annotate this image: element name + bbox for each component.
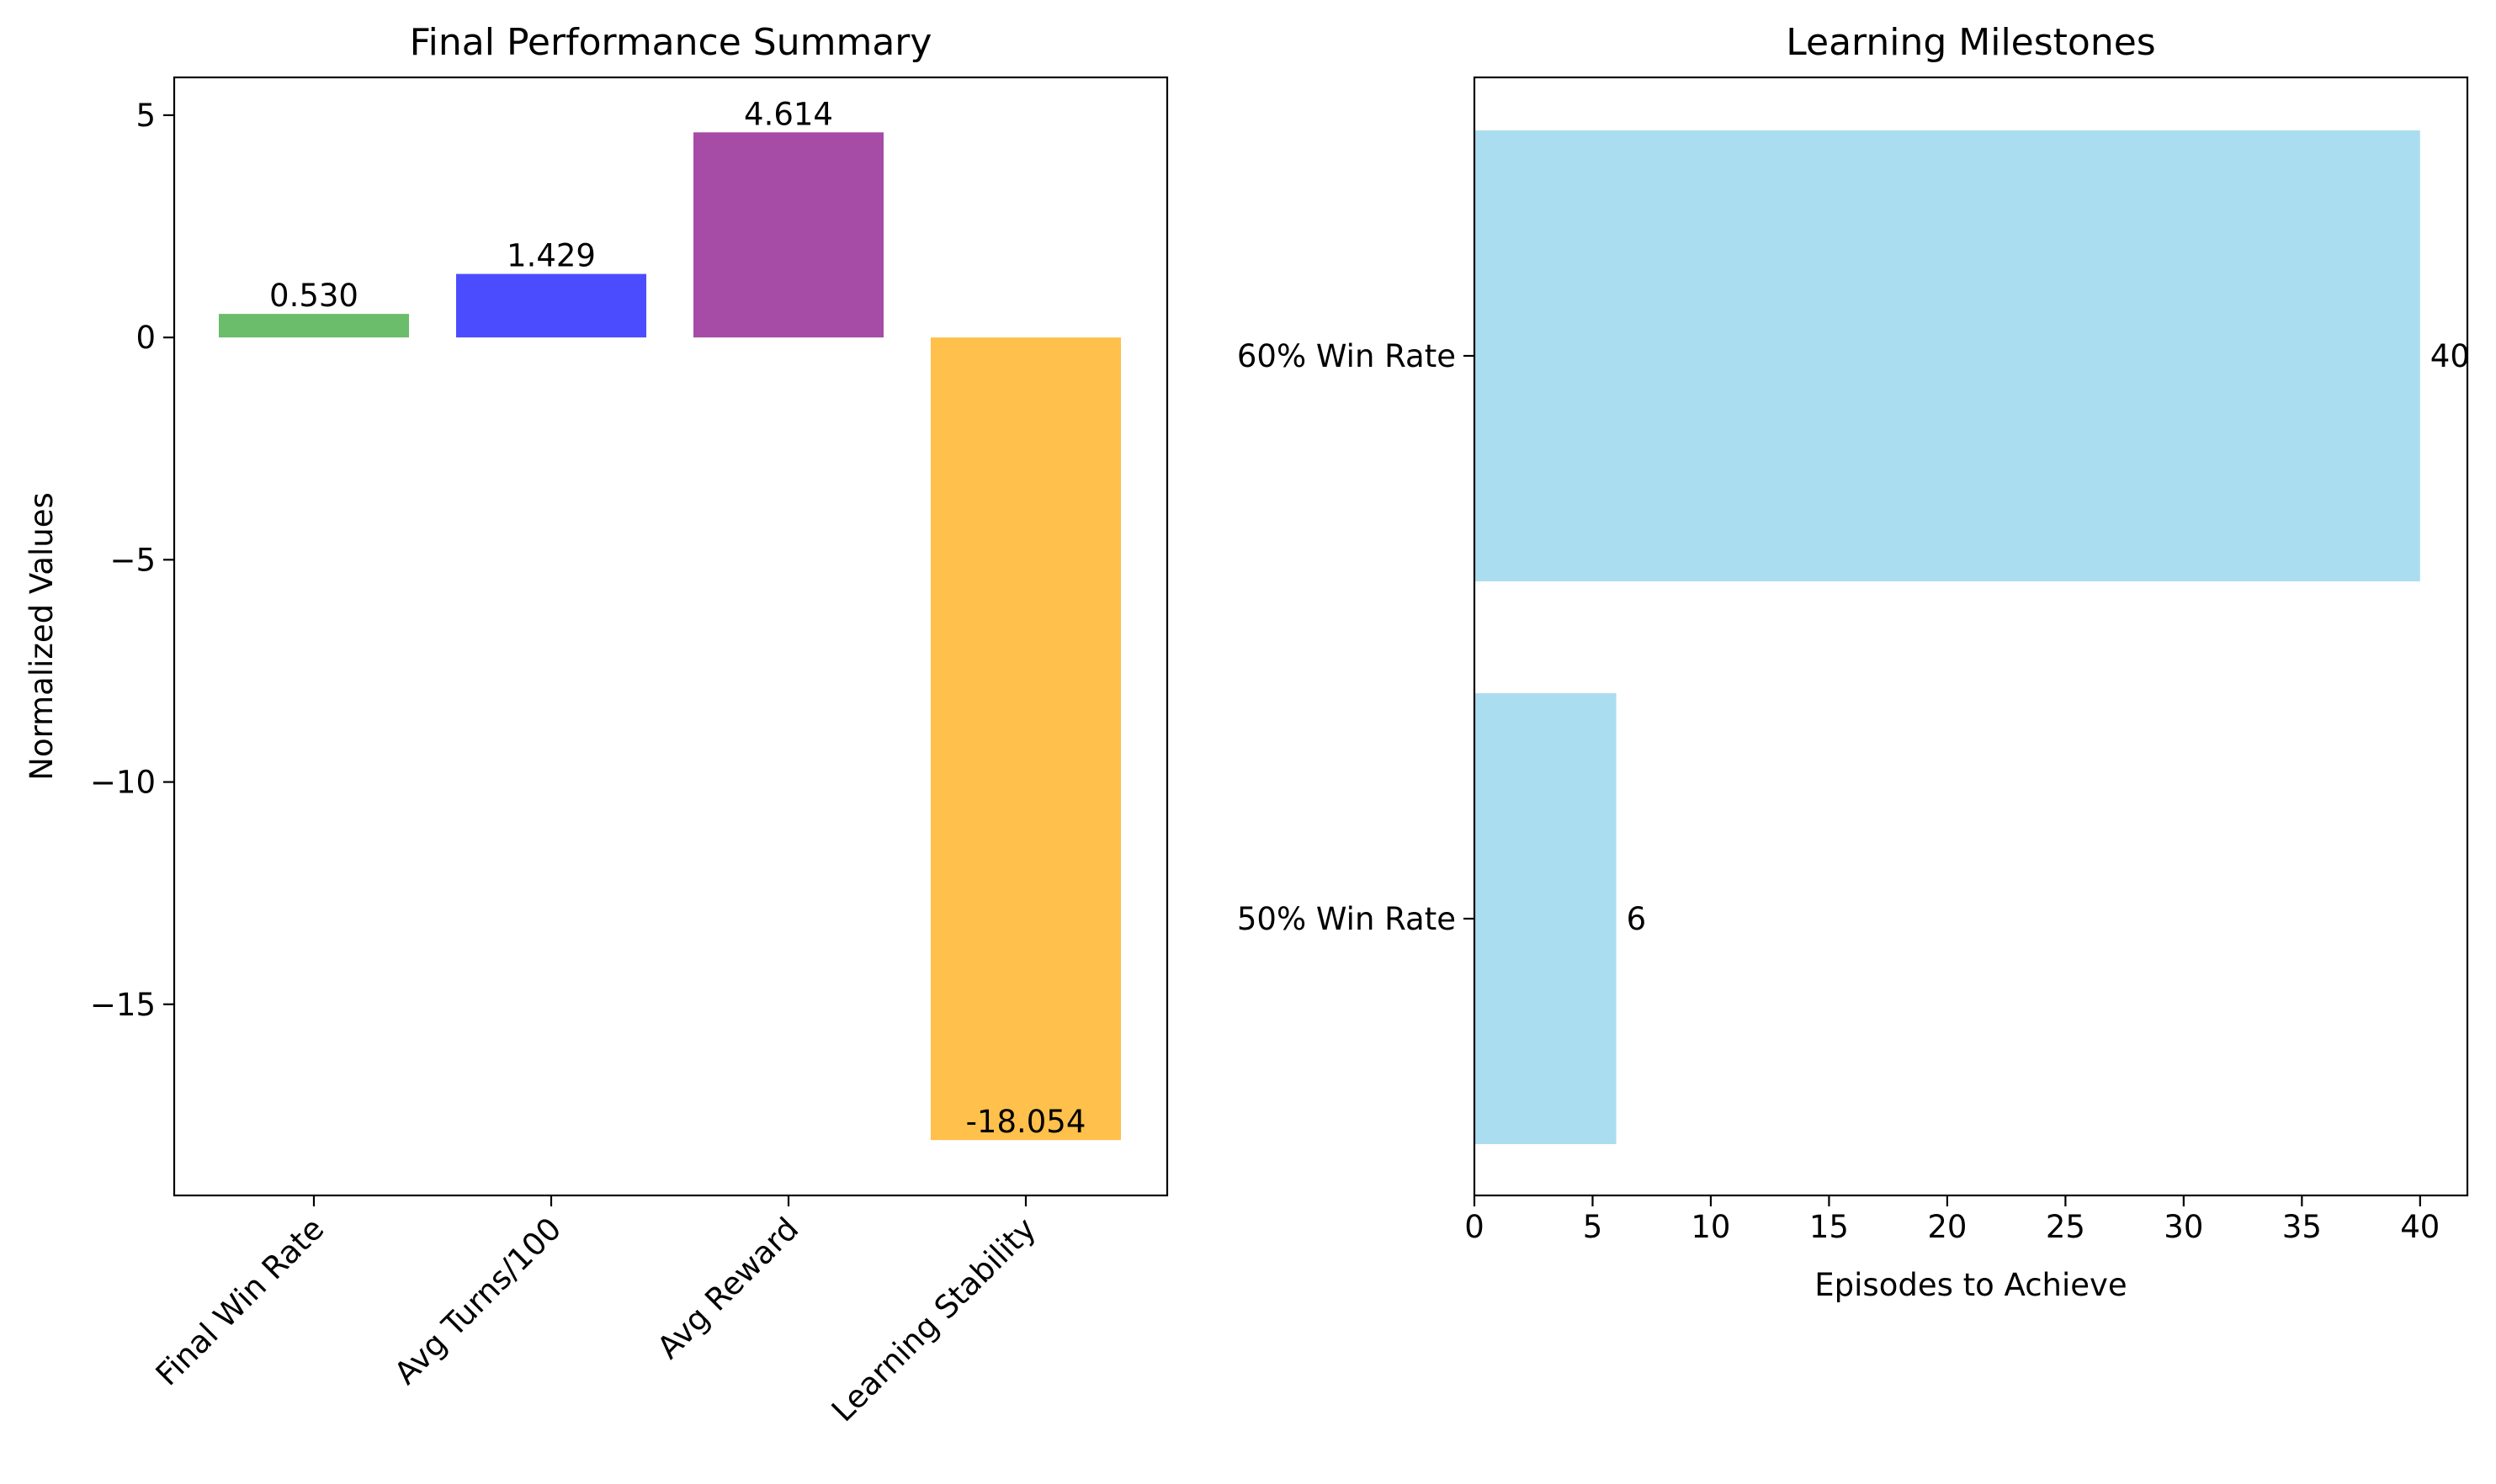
y-tick-label: −5 [109,542,156,578]
x-tick-label: 0 [1464,1209,1484,1245]
x-tick-label: 35 [2282,1209,2322,1245]
x-tick-label: 10 [1691,1209,1730,1245]
x-axis-label: Episodes to Achieve [1814,1267,2127,1303]
x-tick-label: 15 [1809,1209,1849,1245]
data-label: -18.054 [966,1104,1086,1140]
y-axis-label: Normalized Values [24,492,60,780]
chart-title: Final Performance Summary [410,21,932,64]
learning-milestones-chart: Learning Milestones Episodes to Achieve … [1237,21,2470,1303]
x-tick-label: Avg Turns/100 [387,1211,568,1391]
y-tick-label: −10 [90,765,156,801]
bar [1474,130,2420,581]
bars: 6 40 [1474,130,2470,1144]
data-label: 40 [2430,338,2470,374]
x-tick-label: 20 [1927,1209,1967,1245]
chart-title: Learning Milestones [1786,21,2155,64]
bar [1474,693,1617,1144]
x-tick-label: 30 [2164,1209,2203,1245]
x-tick-label: 40 [2400,1209,2440,1245]
y-tick-label: 0 [135,320,156,356]
data-label: 6 [1627,901,1647,937]
y-tick-label: 50% Win Rate [1237,901,1456,937]
plot-frame [1473,76,2469,1197]
bar [456,273,646,338]
data-label: 4.614 [744,96,833,132]
data-label: 0.530 [269,278,358,314]
bars: 0.530 1.429 4.614 -18.054 [219,96,1121,1141]
x-tick-label: Avg Reward [651,1211,806,1366]
bar [693,132,884,338]
y-tick-label: 5 [135,98,156,134]
y-tick-label: 60% Win Rate [1237,338,1456,374]
axes: 50% Win Rate 60% Win Rate 0 5 10 15 20 25 30 35 40 [1237,76,2469,1245]
x-tick-label: 25 [2046,1209,2085,1245]
bar [219,314,409,338]
y-tick-label: −15 [90,987,156,1023]
performance-summary-chart: Final Performance Summary Normalized Val… [24,21,1169,1428]
bar [931,337,1121,1141]
x-tick-label: 5 [1583,1209,1603,1245]
plot-frame [173,76,1169,1197]
x-tick-label: Learning Stability [825,1211,1043,1428]
x-tick-label: Final Win Rate [149,1211,331,1392]
data-label: 1.429 [507,238,596,274]
